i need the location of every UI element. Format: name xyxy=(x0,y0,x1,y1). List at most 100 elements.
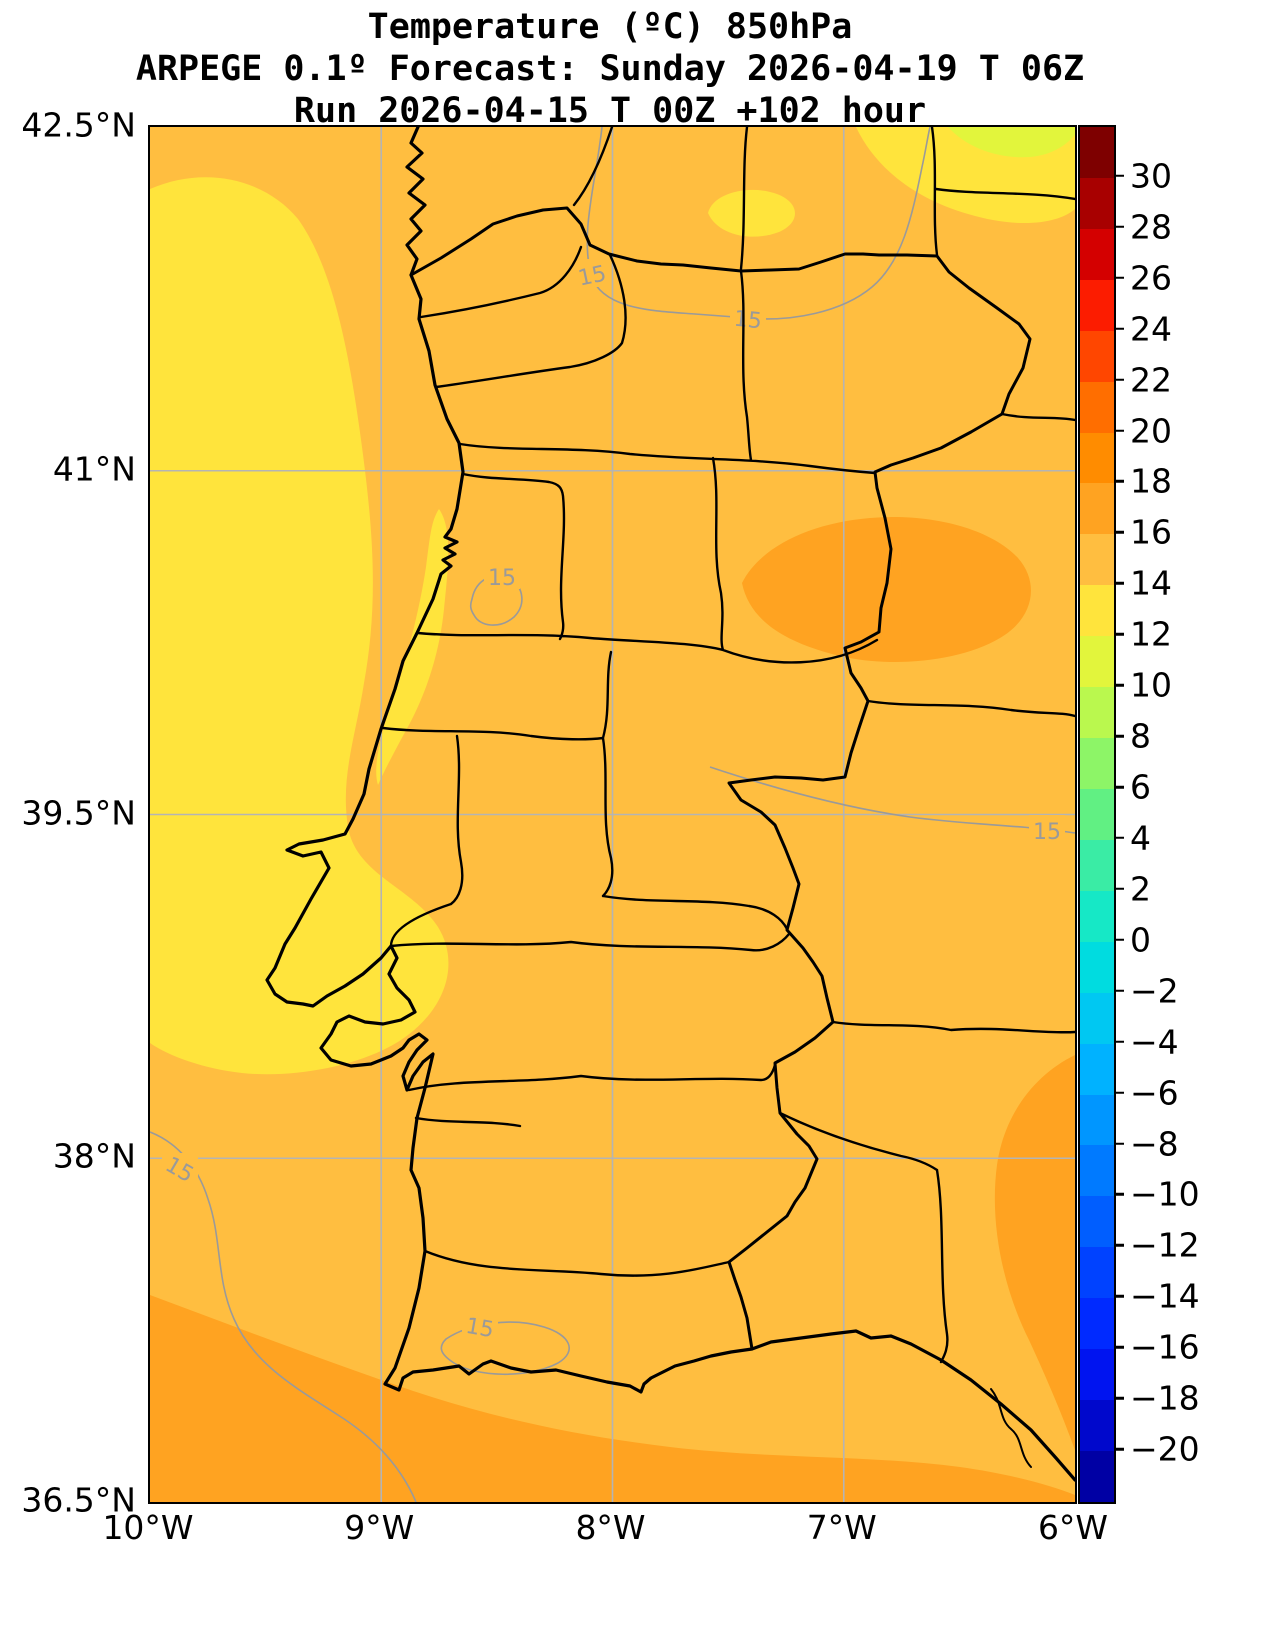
y-tick-label: 38°N xyxy=(52,1136,136,1176)
temp-region-12-14-north-spot xyxy=(708,189,795,237)
colorbar-tick-label: −18 xyxy=(1130,1378,1200,1418)
colorbar-tick-label: −2 xyxy=(1130,971,1179,1011)
colorbar-tick-mark xyxy=(1114,1447,1124,1451)
colorbar-tick-mark xyxy=(1114,1345,1124,1349)
isotherm-label: 15 xyxy=(464,1314,496,1343)
x-tick-label: 7°W xyxy=(806,1508,877,1547)
colorbar-segment xyxy=(1080,1145,1114,1197)
colorbar-tick-label: −16 xyxy=(1130,1327,1200,1367)
colorbar-segment xyxy=(1080,1094,1114,1146)
isotherm-label-bg xyxy=(574,259,610,287)
colorbar-tick-mark xyxy=(1114,582,1124,585)
colorbar-tick-mark xyxy=(1114,683,1124,687)
colorbar-tick-mark xyxy=(1114,225,1124,229)
colorbar-tick-mark xyxy=(1114,1091,1124,1094)
colorbar-tick-mark xyxy=(1114,633,1124,636)
colorbar-tick-mark xyxy=(1114,734,1124,738)
colorbar-segment xyxy=(1080,992,1114,1044)
x-tick-label: 9°W xyxy=(344,1508,415,1547)
temp-region-10-12-northeast-core xyxy=(948,127,1075,158)
colorbar-tick-label: 14 xyxy=(1130,563,1172,603)
colorbar-tick-mark xyxy=(1114,276,1124,280)
chart-title: Temperature (ºC) 850hPa xyxy=(367,7,853,47)
colorbar-tick-label: 24 xyxy=(1130,309,1172,349)
x-tick-label: 6°W xyxy=(1037,1508,1109,1547)
colorbar-tick-label: 10 xyxy=(1130,665,1172,705)
map-plot-area: 15 15 15 15 15 15 xyxy=(148,125,1077,1504)
colorbar-tick-label: 28 xyxy=(1130,207,1172,247)
colorbar-tick-label: 26 xyxy=(1130,258,1172,298)
colorbar-segment xyxy=(1080,1196,1114,1248)
colorbar-segment xyxy=(1080,636,1114,688)
colorbar-tick-label: 2 xyxy=(1130,869,1151,909)
colorbar-tick-label: 0 xyxy=(1130,920,1151,960)
coastline xyxy=(265,127,1075,1482)
colorbar-tick-mark xyxy=(1114,429,1124,432)
colorbar-segment xyxy=(1080,127,1114,178)
y-tick-label: 39.5°N xyxy=(21,793,136,832)
colorbar-tick-mark xyxy=(1114,1244,1124,1247)
colorbar-tick-mark xyxy=(1114,887,1124,891)
colorbar-tick-label: 30 xyxy=(1130,156,1172,196)
colorbar-tick-mark xyxy=(1114,785,1124,789)
colorbar-tick-label: 20 xyxy=(1130,411,1172,451)
isotherm-15-southwest xyxy=(150,1131,417,1502)
colorbar-tick-mark xyxy=(1114,480,1124,483)
colorbar-tick-label: −20 xyxy=(1130,1429,1200,1469)
colorbar-tick-mark xyxy=(1114,378,1124,381)
colorbar-segment xyxy=(1080,687,1114,739)
colorbar-tick-label: 12 xyxy=(1130,614,1172,654)
portugal-spain-border xyxy=(409,206,1032,1351)
colorbar-tick-mark xyxy=(1114,1295,1124,1298)
colorbar-tick-label: 6 xyxy=(1130,767,1151,807)
colorbar-segment xyxy=(1080,1298,1114,1350)
colorbar-segment xyxy=(1080,839,1114,891)
title-block: Temperature (ºC) 850hPa ARPEGE 0.1º Fore… xyxy=(110,6,1110,132)
colorbar-tick-mark xyxy=(1114,938,1124,942)
chart-subtitle-run: Run 2026-04-15 T 00Z +102 hour xyxy=(293,91,927,131)
isotherm-15-algarve-loop xyxy=(440,1321,570,1376)
colorbar-tick-mark xyxy=(1114,531,1124,534)
colorbar-tick-label: 18 xyxy=(1130,461,1172,501)
colorbar-segment xyxy=(1080,432,1114,484)
portugal-district-boundaries xyxy=(381,245,879,1277)
colorbar-segment xyxy=(1080,1247,1114,1299)
colorbar-segment xyxy=(1080,279,1114,331)
colorbar-segment xyxy=(1080,1349,1114,1401)
colorbar-segment xyxy=(1080,228,1114,280)
colorbar-tick-label: 16 xyxy=(1130,512,1172,552)
colorbar-tick-label: 8 xyxy=(1130,716,1151,756)
colorbar-segment xyxy=(1080,1450,1114,1502)
x-tick-label: 10°W xyxy=(102,1508,194,1547)
x-tick-label: 8°W xyxy=(575,1508,646,1547)
isotherm-15-centre-east xyxy=(709,766,1075,834)
spain-province-boundaries xyxy=(572,127,1075,1364)
isotherm-label: 15 xyxy=(488,566,516,591)
temp-region-12-14-aveiro xyxy=(376,509,449,785)
chart-subtitle-forecast: ARPEGE 0.1º Forecast: Sunday 2026-04-19 … xyxy=(135,49,1085,89)
colorbar-tick-mark xyxy=(1114,327,1124,330)
y-tick-label: 41°N xyxy=(52,449,136,489)
colorbar-tick-label: −14 xyxy=(1130,1276,1200,1316)
isotherm-label: 15 xyxy=(1033,820,1061,845)
colorbar-segment xyxy=(1080,330,1114,382)
colorbar-tick-label: 4 xyxy=(1130,818,1151,858)
colorbar-tick-label: −12 xyxy=(1130,1225,1200,1265)
colorbar-tick-label: 22 xyxy=(1130,360,1172,400)
colorbar-segment xyxy=(1080,941,1114,993)
colorbar-tick-label: −10 xyxy=(1130,1174,1200,1214)
colorbar-segment xyxy=(1080,585,1114,637)
colorbar-tick-mark xyxy=(1114,1040,1124,1043)
colorbar-segment xyxy=(1080,788,1114,840)
isotherm-15-contours: 15 15 15 15 15 15 xyxy=(150,127,1075,1502)
colorbar-tick-mark xyxy=(1114,1193,1124,1196)
isotherm-label-bg xyxy=(162,1153,198,1181)
colorbar-segment xyxy=(1080,381,1114,433)
graticule-gridlines xyxy=(150,127,1075,1502)
colorbar-segment xyxy=(1080,890,1114,942)
isotherm-label-bg xyxy=(462,1311,498,1339)
isotherm-label: 15 xyxy=(733,307,763,335)
y-tick-label: 42.5°N xyxy=(21,105,136,145)
isotherm-label-bg xyxy=(484,561,520,589)
